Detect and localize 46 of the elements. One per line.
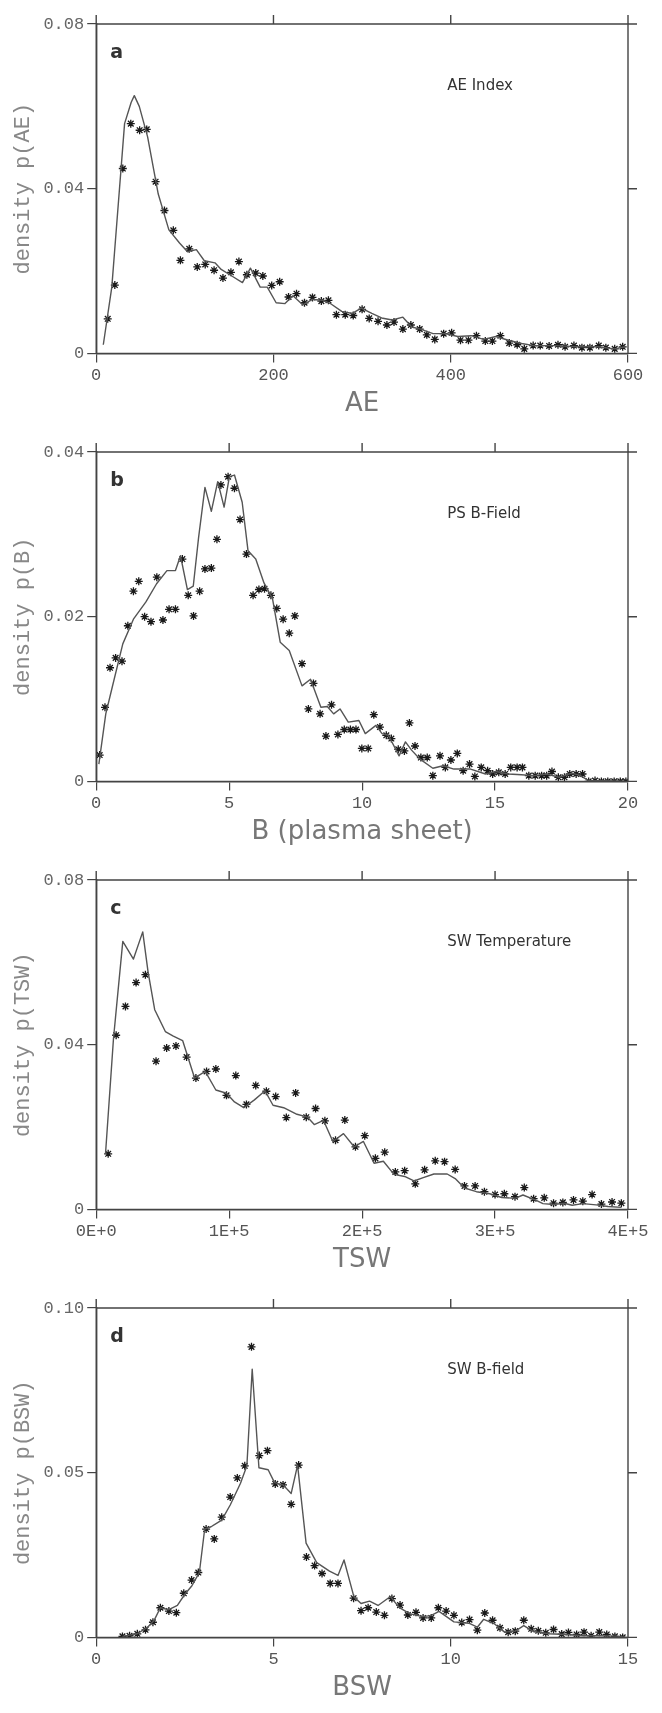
x-tick-label: 15 [484, 794, 506, 814]
y-tick-label: 0.05 [43, 1463, 85, 1483]
x-tick-label: 0 [91, 794, 102, 814]
y-tick-label: 0.04 [43, 179, 85, 199]
annotation: PS B-Field [447, 503, 521, 522]
x-tick-label: 15 [617, 1650, 639, 1670]
annotation: d [110, 1324, 124, 1346]
x-tick-label: 4E+5 [607, 1222, 649, 1242]
y-axis-title: density p(TSW) [11, 952, 37, 1138]
y-tick-label: 0.04 [43, 442, 85, 462]
y-tick-label: 0 [74, 771, 85, 791]
y-tick-label: 0 [74, 1627, 85, 1647]
x-tick-label: 0E+0 [75, 1222, 117, 1242]
x-tick-label: 2E+5 [341, 1222, 383, 1242]
annotation: c [110, 896, 122, 918]
x-axis-title: B (plasma sheet) [251, 815, 473, 846]
x-axis-title: AE [344, 387, 380, 418]
x-tick-label: 10 [351, 794, 373, 814]
x-tick-label: 200 [258, 366, 289, 386]
x-tick-label: 10 [440, 1650, 461, 1670]
x-tick-label: 0 [91, 366, 102, 386]
y-tick-label: 0.08 [43, 870, 85, 890]
y-tick-label: 0 [74, 343, 85, 363]
x-tick-label: 3E+5 [474, 1222, 516, 1242]
x-tick-label: 5 [268, 1650, 279, 1670]
y-axis-title: density p(BSW) [11, 1380, 37, 1566]
y-tick-label: 0.04 [43, 1035, 85, 1055]
x-axis-title: TSW [332, 1243, 392, 1274]
annotation: b [110, 468, 124, 490]
y-axis-title: density p(B) [11, 537, 37, 696]
y-tick-label: 0.08 [43, 14, 85, 34]
annotation: SW B-field [447, 1359, 525, 1378]
x-tick-label: 20 [617, 794, 639, 814]
x-axis-title: BSW [332, 1671, 392, 1702]
x-tick-label: 600 [612, 366, 644, 386]
annotation: AE Index [447, 75, 514, 94]
x-tick-label: 0 [91, 1650, 102, 1670]
annotation: SW Temperature [447, 931, 572, 950]
x-tick-label: 5 [224, 794, 235, 814]
y-tick-label: 0.10 [43, 1298, 85, 1318]
x-tick-label: 400 [435, 366, 467, 386]
y-axis-title: density p(AE) [11, 102, 37, 275]
y-tick-label: 0.02 [43, 607, 85, 627]
y-tick-label: 0 [74, 1199, 85, 1219]
x-tick-label: 1E+5 [208, 1222, 250, 1242]
annotation: a [110, 40, 124, 62]
